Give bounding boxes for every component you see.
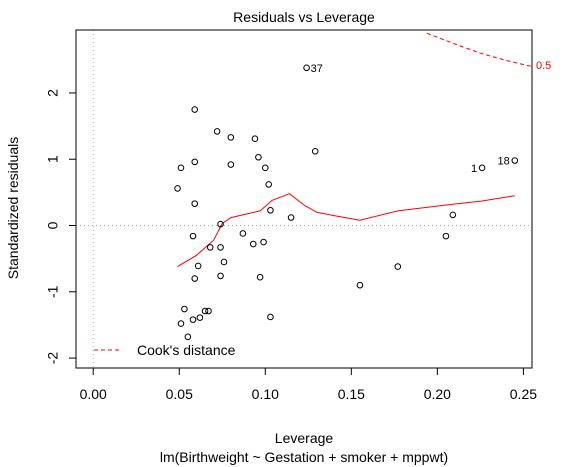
point-label: 18 [498, 156, 510, 168]
x-axis-label: Leverage [275, 430, 334, 446]
data-point [177, 164, 185, 172]
smoother-polyline [177, 193, 515, 268]
point-label: 1 [471, 163, 477, 175]
data-point [249, 240, 257, 248]
data-point [394, 263, 402, 270]
y-tick-label: -2 [45, 352, 61, 365]
data-point [478, 164, 486, 172]
legend: Cook's distance [94, 342, 236, 358]
chart-subtitle: lm(Birthweight ~ Gestation + smoker + mp… [160, 449, 448, 465]
legend-label: Cook's distance [137, 342, 236, 358]
data-point [287, 214, 295, 221]
data-point [205, 307, 212, 315]
data-point [227, 134, 235, 141]
data-point [251, 135, 259, 142]
x-tick-label: 0.10 [252, 386, 279, 402]
y-tick-label: 0 [45, 221, 61, 229]
data-point [184, 333, 192, 341]
data-point [267, 313, 274, 321]
data-point [191, 275, 199, 282]
data-point [303, 64, 310, 72]
y-tick-label: 2 [45, 89, 61, 97]
data-point [201, 307, 209, 315]
data-point [220, 258, 228, 266]
data-point [181, 305, 188, 313]
data-point [191, 158, 199, 166]
x-tick-label: 0.20 [424, 386, 451, 402]
data-points [174, 64, 519, 341]
data-point [213, 128, 221, 135]
data-point [261, 164, 269, 172]
point-label: 37 [311, 63, 323, 75]
x-axis: 0.00 0.05 0.10 0.15 0.20 0.25 [80, 367, 537, 402]
x-tick-label: 0.25 [510, 386, 537, 402]
y-tick-label: 1 [45, 155, 61, 163]
plot-frame [75, 29, 533, 369]
data-point [255, 153, 262, 161]
data-point [227, 161, 235, 168]
data-point [356, 281, 364, 289]
y-tick-label: -1 [45, 285, 61, 298]
data-point [174, 185, 181, 192]
data-point [191, 200, 199, 207]
data-point [177, 320, 185, 327]
data-point [217, 244, 224, 251]
data-point [217, 220, 224, 228]
data-point [260, 238, 267, 246]
cooks-distance-contour: 0.5 [426, 32, 551, 72]
x-tick-label: 0.15 [338, 386, 365, 402]
data-point [449, 211, 457, 219]
y-axis: -2 -1 0 1 2 [45, 89, 77, 365]
point-labels: 37 18 1 [311, 63, 510, 175]
data-point [511, 157, 519, 164]
data-point [217, 272, 224, 280]
data-point [189, 232, 197, 240]
data-point [206, 244, 214, 251]
x-tick-label: 0.00 [80, 386, 107, 402]
data-point [239, 230, 247, 237]
data-point [256, 273, 264, 281]
y-axis-label: Standardized residuals [5, 137, 21, 279]
data-point [311, 147, 319, 155]
smoother-line [177, 193, 515, 268]
data-point [267, 206, 274, 214]
cooks-contour-line [426, 32, 532, 67]
chart-title: Residuals vs Leverage [233, 9, 375, 25]
x-tick-label: 0.05 [166, 386, 193, 402]
data-point [265, 181, 273, 188]
data-point [442, 232, 450, 240]
data-point [189, 316, 197, 323]
data-point [191, 106, 199, 113]
cooks-contour-label: 0.5 [536, 60, 551, 72]
reference-lines [76, 30, 532, 368]
data-point [196, 314, 204, 321]
data-point [194, 262, 202, 270]
